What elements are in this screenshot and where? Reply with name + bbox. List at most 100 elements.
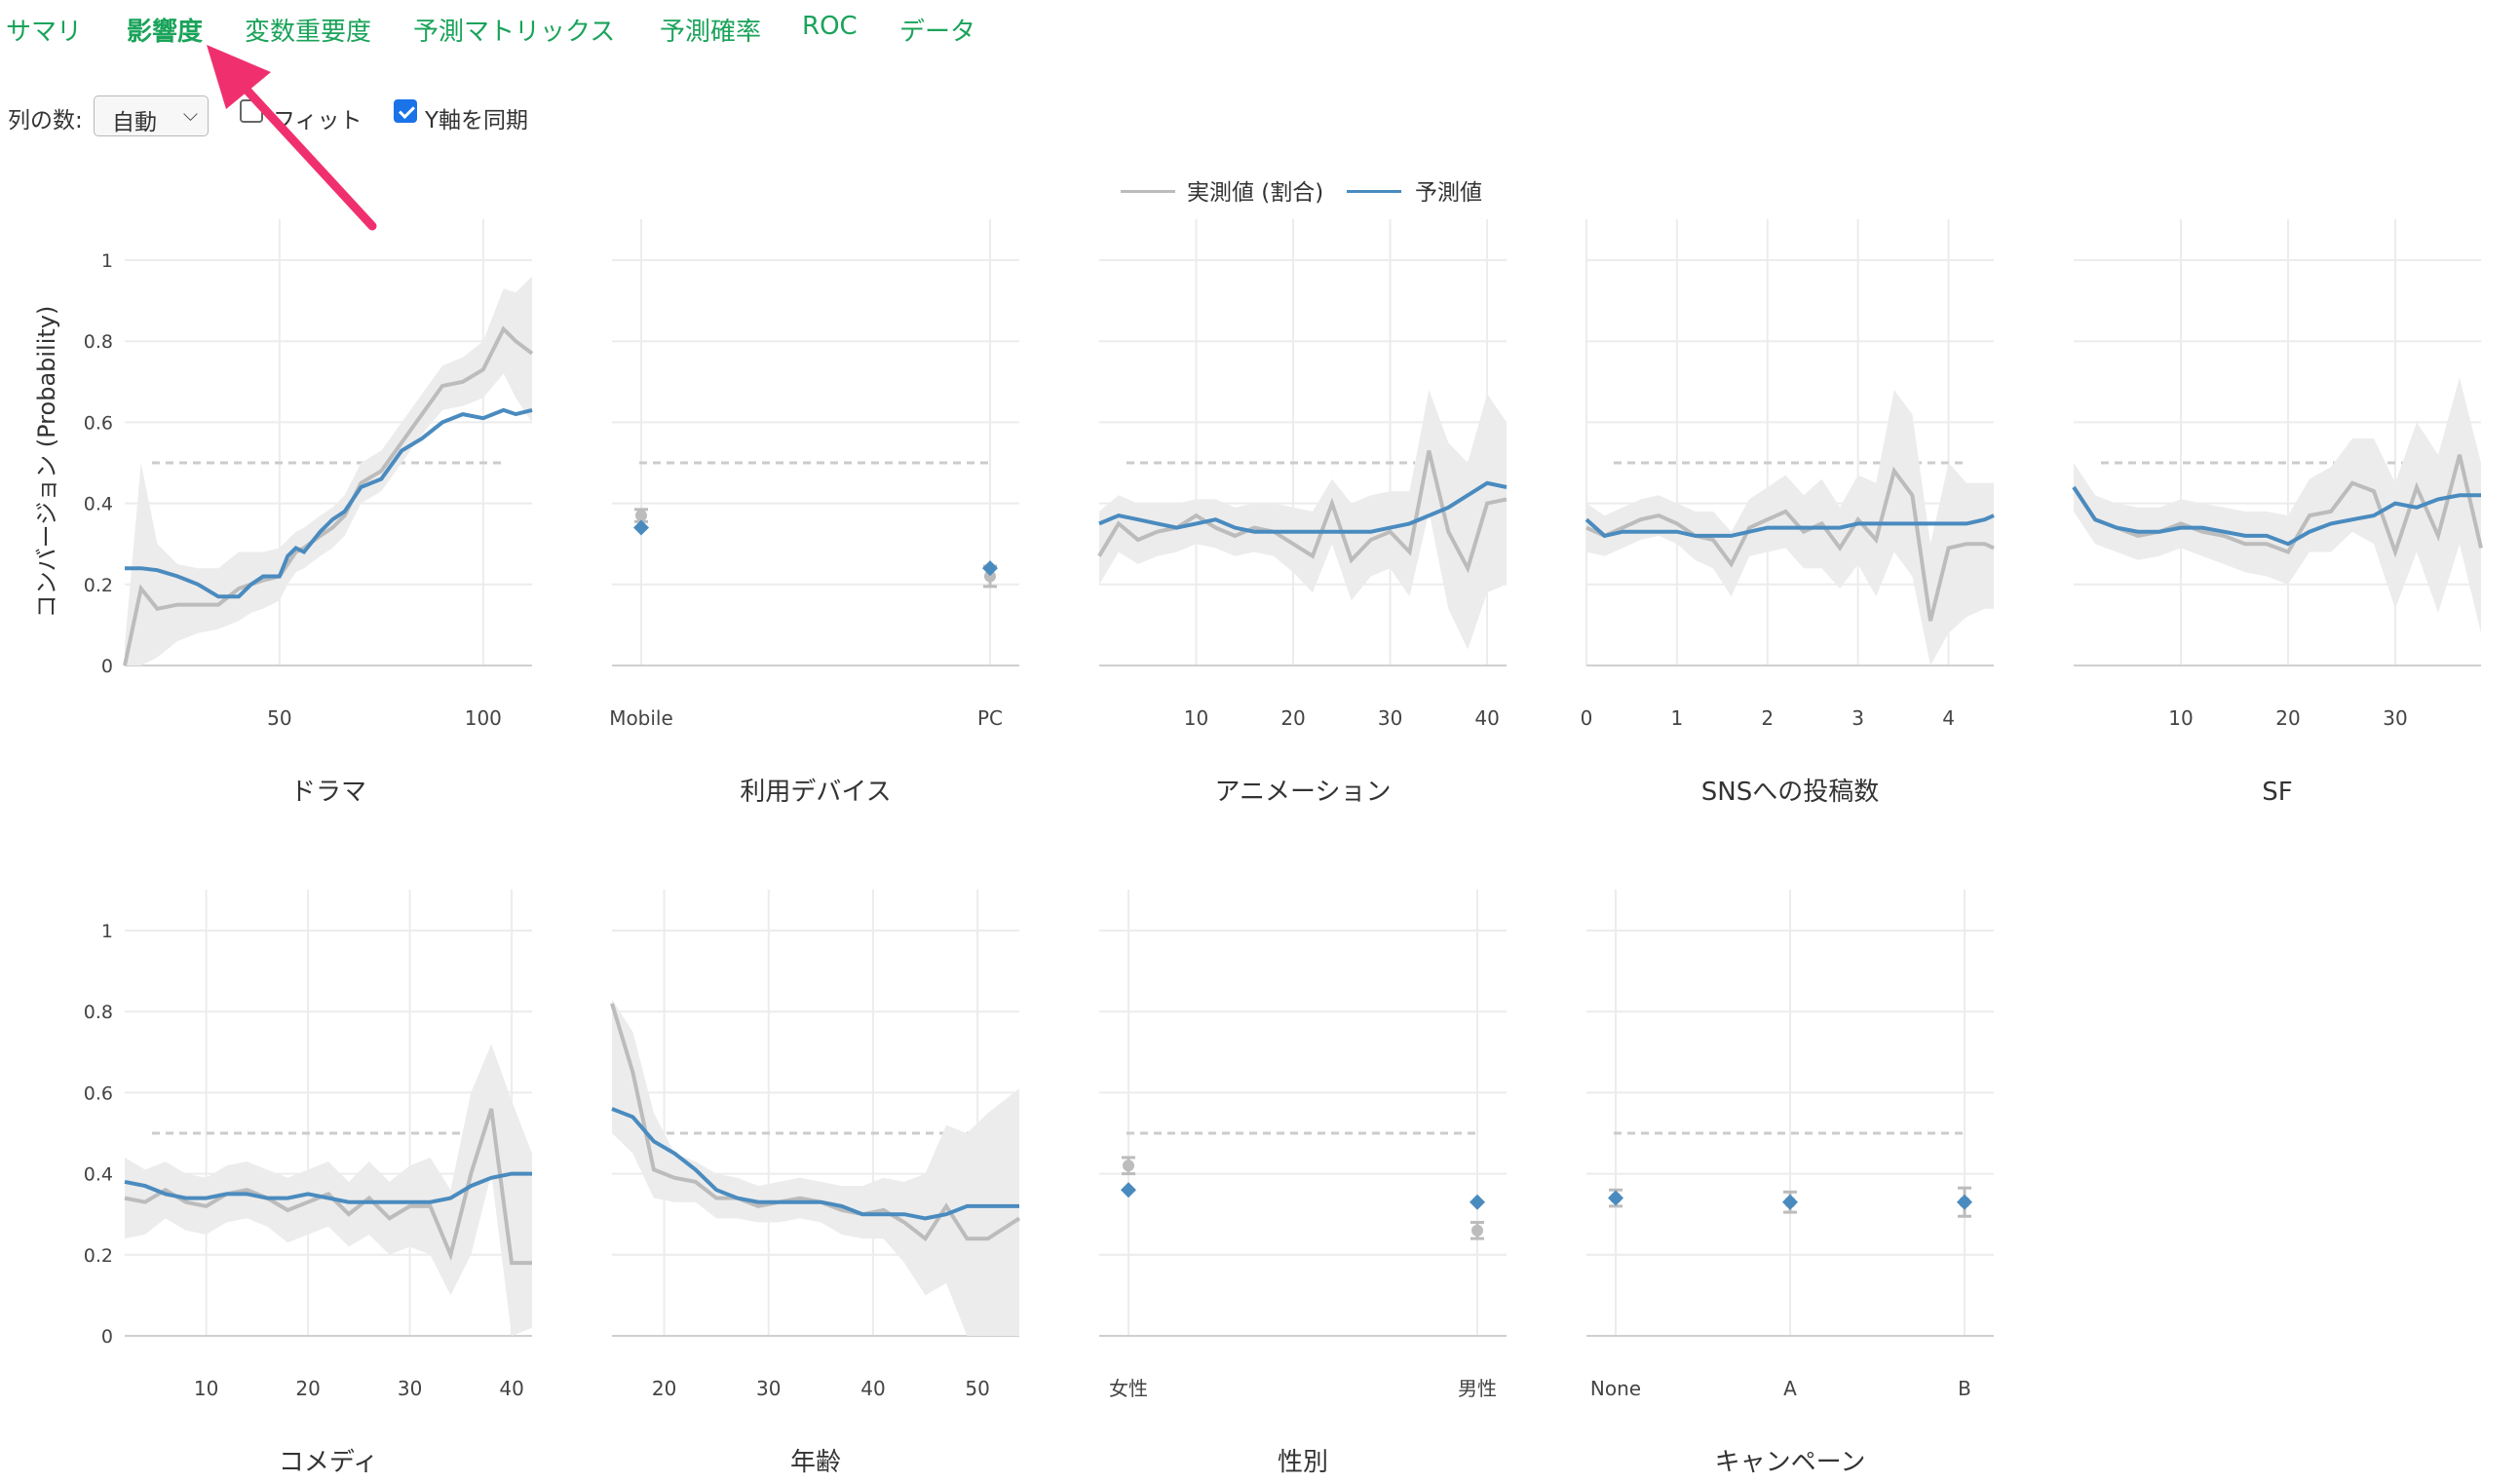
chart-title: SNSへの投稿数 bbox=[1701, 778, 1879, 807]
predicted-series-line bbox=[124, 1171, 532, 1204]
actual-point bbox=[1123, 1160, 1134, 1172]
chart-panel: 0 0.2 0.4 0.6 0.8 1 10 20 30 40 コメディ bbox=[84, 890, 532, 1477]
x-tick-label: 40 bbox=[499, 1377, 523, 1400]
chevron-down-icon: ⌵ bbox=[182, 102, 198, 126]
x-tick-label: 女性 bbox=[1109, 1377, 1148, 1400]
legend-predicted-label: 予測値 bbox=[1415, 180, 1482, 206]
y-tick-label: 0.2 bbox=[84, 575, 113, 596]
predicted-series-line bbox=[125, 407, 533, 599]
sync-y-label: Y軸を同期 bbox=[425, 108, 529, 133]
x-tick-label: 3 bbox=[1852, 706, 1864, 730]
columns-select[interactable]: 自動 ⌵ bbox=[94, 95, 209, 136]
legend-actual-swatch bbox=[1121, 190, 1175, 193]
chart-panel: Mobile PC 利用デバイス bbox=[609, 219, 1019, 807]
chart-panel: 20 30 40 50 年齢 bbox=[610, 890, 1021, 1477]
actual-point bbox=[1471, 1224, 1483, 1236]
tab-prediction-probability[interactable]: 予測確率 bbox=[660, 18, 762, 47]
chart-title: ドラマ bbox=[290, 778, 366, 807]
x-tick-label: 20 bbox=[295, 1377, 320, 1400]
sync-y-checkbox[interactable] bbox=[394, 99, 417, 123]
chart-title: 年齢 bbox=[790, 1448, 841, 1477]
confidence-band bbox=[125, 276, 532, 665]
chart-title: 性別 bbox=[1278, 1448, 1328, 1477]
y-tick-label: 0 bbox=[101, 656, 113, 677]
columns-select-value: 自動 bbox=[112, 110, 157, 135]
actual-point bbox=[635, 510, 647, 522]
x-tick-label: 4 bbox=[1942, 706, 1955, 730]
x-tick-label: 10 bbox=[2168, 706, 2193, 730]
chart-title: 利用デバイス bbox=[740, 778, 891, 807]
x-tick-label: 20 bbox=[652, 1377, 676, 1400]
x-tick-label: B bbox=[1958, 1377, 1971, 1400]
x-tick-label: 50 bbox=[267, 706, 291, 730]
actual-series-line bbox=[610, 1003, 1021, 1242]
x-tick-label: 2 bbox=[1761, 706, 1774, 730]
y-tick-label: 0.6 bbox=[84, 412, 113, 434]
y-tick-label: 0.6 bbox=[84, 1083, 113, 1104]
chart-title: アニメーション bbox=[1215, 778, 1392, 807]
columns-label: 列の数: bbox=[8, 108, 83, 133]
y-tick-label: 0.8 bbox=[84, 331, 113, 353]
tab-impact[interactable]: 影響度 bbox=[127, 18, 204, 47]
actual-series-line bbox=[1097, 450, 1508, 574]
x-tick-label: Mobile bbox=[609, 706, 673, 730]
x-tick-label: 1 bbox=[1671, 706, 1684, 730]
x-tick-label: 30 bbox=[756, 1377, 781, 1400]
chart-title: コメディ bbox=[279, 1448, 378, 1477]
predicted-point bbox=[1957, 1194, 1972, 1210]
x-tick-label: A bbox=[1783, 1377, 1797, 1400]
legend-actual-label: 実測値 (割合) bbox=[1187, 180, 1324, 206]
predicted-point bbox=[1470, 1194, 1485, 1210]
chart-panel: 10 20 30 40 アニメーション bbox=[1097, 219, 1508, 807]
chart-panel: None A B キャンペーン bbox=[1586, 890, 1994, 1477]
x-tick-label: None bbox=[1590, 1377, 1641, 1400]
y-tick-label: 1 bbox=[101, 250, 113, 272]
tab-roc[interactable]: ROC bbox=[802, 12, 858, 41]
predicted-series-line bbox=[611, 1107, 1019, 1221]
y-tick-label: 0.8 bbox=[84, 1002, 113, 1023]
actual-series-line bbox=[124, 1108, 532, 1266]
chart-panel: 10 20 30 SF bbox=[2072, 219, 2483, 807]
x-tick-label: 40 bbox=[860, 1377, 885, 1400]
predicted-point bbox=[1608, 1190, 1623, 1206]
legend-predicted-swatch bbox=[1347, 190, 1401, 193]
actual-point bbox=[984, 570, 996, 583]
y-axis-title: コンバージョン (Probability) bbox=[33, 306, 60, 619]
predicted-series-line bbox=[2072, 485, 2481, 547]
x-tick-label: 100 bbox=[465, 706, 502, 730]
annotation-arrow-icon bbox=[207, 45, 377, 231]
y-tick-label: 0.4 bbox=[84, 1164, 113, 1186]
actual-series-line bbox=[1585, 466, 1995, 622]
chart-title: SF bbox=[2262, 778, 2292, 807]
predicted-point bbox=[633, 519, 649, 536]
chart-title: キャンペーン bbox=[1715, 1448, 1866, 1477]
confidence-band bbox=[1099, 390, 1507, 650]
confidence-band bbox=[612, 999, 1019, 1336]
predicted-point bbox=[1121, 1182, 1136, 1198]
chart-panel: 0 0.2 0.4 0.6 0.8 1 50 100 ドラマ bbox=[84, 219, 534, 807]
tab-prediction-matrix[interactable]: 予測マトリックス bbox=[413, 18, 616, 47]
tab-data[interactable]: データ bbox=[899, 18, 976, 47]
x-tick-label: 20 bbox=[1280, 706, 1305, 730]
x-tick-label: 30 bbox=[398, 1377, 422, 1400]
y-tick-label: 0.4 bbox=[84, 494, 113, 515]
x-tick-label: 20 bbox=[2275, 706, 2300, 730]
y-tick-label: 0 bbox=[101, 1326, 113, 1348]
x-tick-label: 50 bbox=[965, 1377, 989, 1400]
predicted-series-line bbox=[1098, 480, 1508, 534]
x-tick-label: 0 bbox=[1581, 706, 1593, 730]
actual-series-line bbox=[2072, 454, 2483, 558]
x-tick-label: PC bbox=[977, 706, 1003, 730]
x-tick-label: 10 bbox=[194, 1377, 218, 1400]
tab-variable-importance[interactable]: 変数重要度 bbox=[245, 18, 372, 47]
y-tick-label: 0.2 bbox=[84, 1245, 113, 1267]
tab-summary[interactable]: サマリ bbox=[6, 18, 83, 47]
predicted-series-line bbox=[1585, 513, 1995, 539]
chart-panel: 0 1 2 3 4 SNSへの投稿数 bbox=[1581, 219, 1995, 807]
confidence-band bbox=[125, 1044, 532, 1336]
predicted-point bbox=[1782, 1194, 1798, 1210]
x-tick-label: 30 bbox=[2383, 706, 2407, 730]
x-tick-label: 40 bbox=[1474, 706, 1499, 730]
